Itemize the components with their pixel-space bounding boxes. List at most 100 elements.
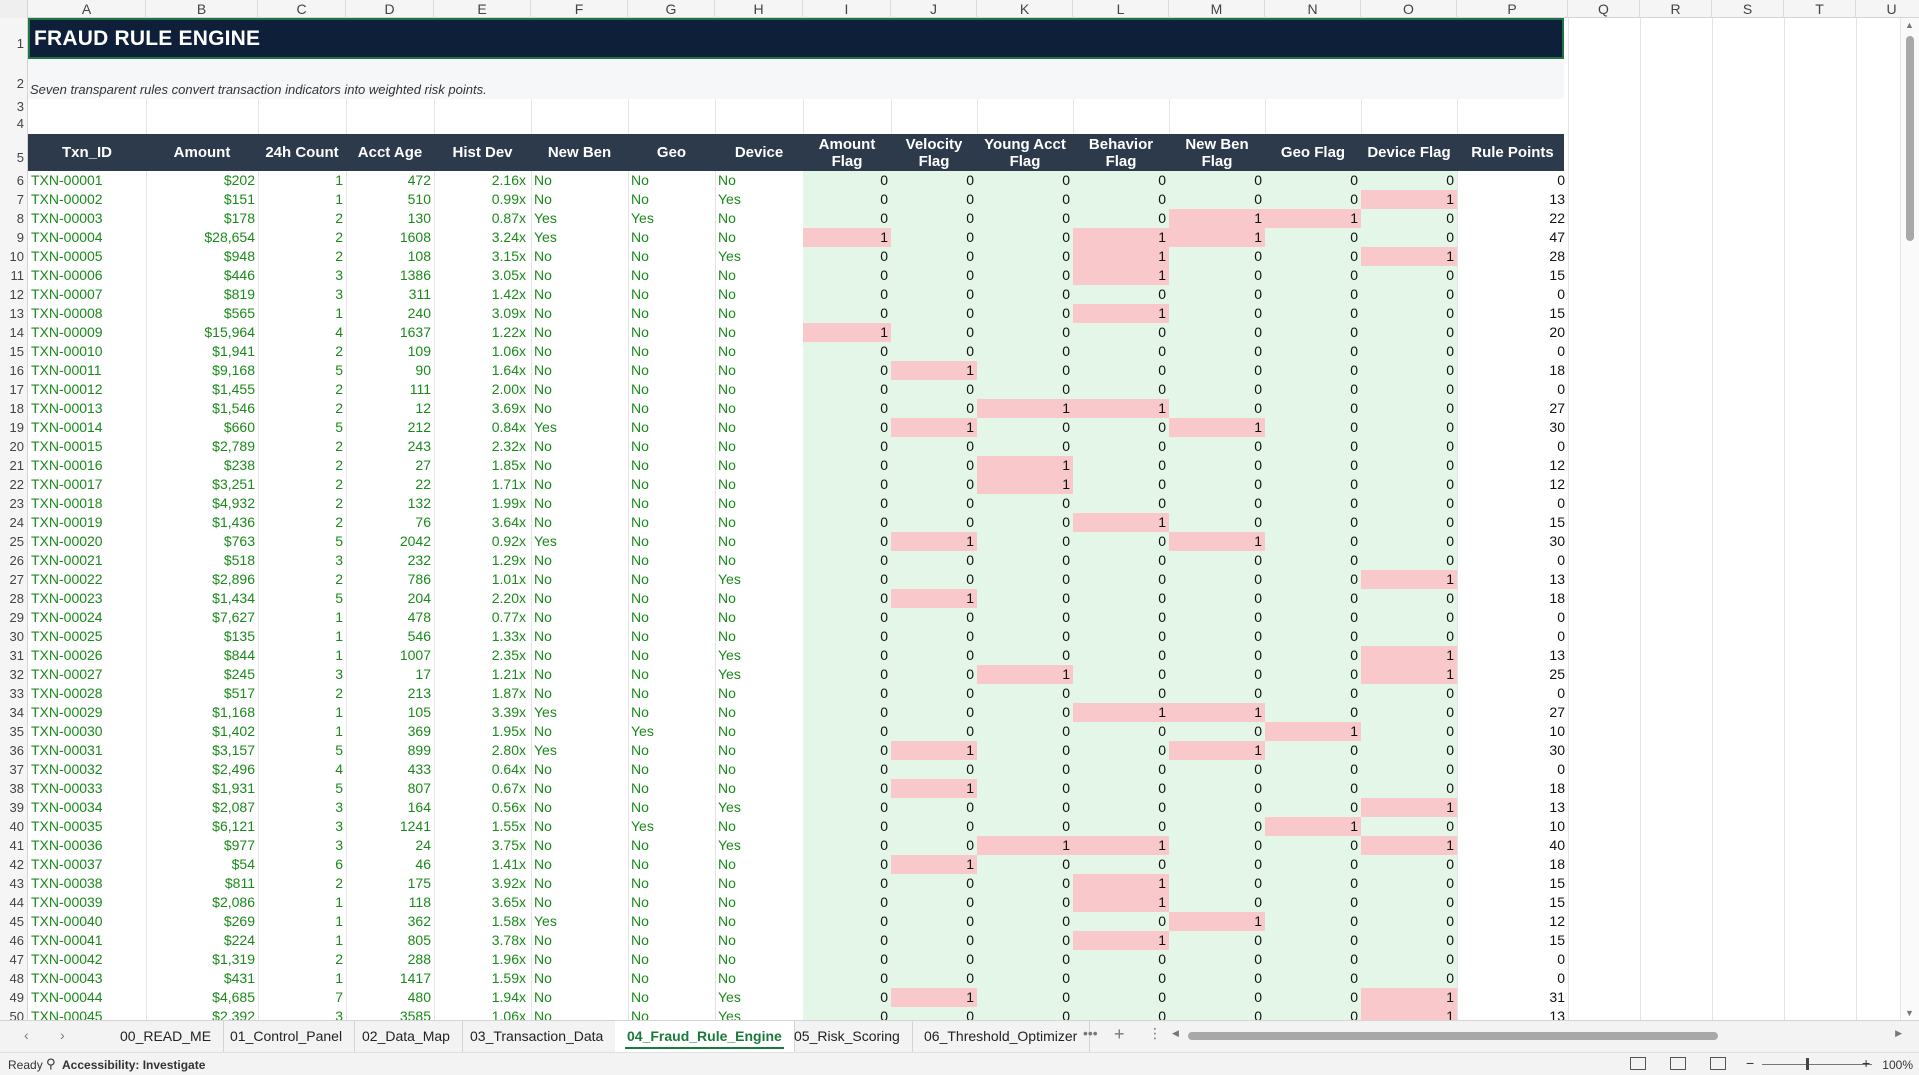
cell-new-ben[interactable]: No <box>534 590 552 606</box>
column-header-s[interactable]: S <box>1712 0 1784 18</box>
cell-hist-dev[interactable]: 2.35x <box>491 647 526 663</box>
cell-hist-dev[interactable]: 3.24x <box>491 229 526 245</box>
row-header-6[interactable]: 6 <box>16 173 24 188</box>
cell-velocity-flag[interactable]: 0 <box>891 399 977 418</box>
cell-velocity-flag[interactable]: 0 <box>891 513 977 532</box>
cell-24h-count[interactable]: 3 <box>335 799 343 815</box>
cell-new-ben[interactable]: No <box>534 1008 552 1020</box>
cell-acct-age[interactable]: 480 <box>407 989 431 1005</box>
cell-geo[interactable]: No <box>631 970 649 986</box>
cell-amount[interactable]: $431 <box>223 970 255 986</box>
cell-device[interactable]: Yes <box>718 191 741 207</box>
cell-geo-flag[interactable]: 1 <box>1265 209 1361 228</box>
cell-hist-dev[interactable]: 3.78x <box>491 932 526 948</box>
cell-txn-id[interactable]: TXN-00007 <box>31 286 103 302</box>
cell-acct-age[interactable]: 3585 <box>399 1008 431 1020</box>
sheet-menu-icon[interactable]: ⋮ <box>1148 1025 1162 1041</box>
cell-24h-count[interactable]: 2 <box>335 476 343 492</box>
cell-geo[interactable]: No <box>631 191 649 207</box>
cell-velocity-flag[interactable]: 1 <box>891 988 977 1007</box>
cell-rule-points[interactable]: 22 <box>1549 210 1565 226</box>
cell-amount[interactable]: $1,546 <box>212 400 255 416</box>
row-header-13[interactable]: 13 <box>9 306 24 321</box>
cell-device-flag[interactable]: 0 <box>1361 418 1457 437</box>
header-geo-flag[interactable]: Geo Flag <box>1280 144 1346 161</box>
cell-amount[interactable]: $28,654 <box>204 229 255 245</box>
cell-velocity-flag[interactable]: 0 <box>891 209 977 228</box>
cell-velocity-flag[interactable]: 0 <box>891 646 977 665</box>
cell-geo[interactable]: Yes <box>631 210 654 226</box>
cell-young-acct-flag[interactable]: 0 <box>977 1007 1073 1020</box>
cell-new-ben-flag[interactable]: 0 <box>1169 456 1265 475</box>
cell-rule-points[interactable]: 0 <box>1557 609 1565 625</box>
cell-new-ben[interactable]: Yes <box>534 533 557 549</box>
cell-behavior-flag[interactable]: 1 <box>1073 266 1169 285</box>
cell-24h-count[interactable]: 1 <box>335 704 343 720</box>
cell-young-acct-flag[interactable]: 0 <box>977 627 1073 646</box>
cell-amount[interactable]: $565 <box>223 305 255 321</box>
cell-24h-count[interactable]: 2 <box>335 210 343 226</box>
cell-young-acct-flag[interactable]: 0 <box>977 608 1073 627</box>
horizontal-scrollbar[interactable]: ◀ ▶ <box>1172 1028 1902 1043</box>
cell-acct-age[interactable]: 132 <box>407 495 431 511</box>
cell-new-ben-flag[interactable]: 0 <box>1169 760 1265 779</box>
cell-amount[interactable]: $9,168 <box>212 362 255 378</box>
cell-amount-flag[interactable]: 0 <box>803 190 891 209</box>
column-header-f[interactable]: F <box>531 0 628 18</box>
cell-24h-count[interactable]: 2 <box>335 381 343 397</box>
cell-amount[interactable]: $819 <box>223 286 255 302</box>
cell-velocity-flag[interactable]: 0 <box>891 798 977 817</box>
cell-behavior-flag[interactable]: 0 <box>1073 855 1169 874</box>
cell-velocity-flag[interactable]: 0 <box>891 950 977 969</box>
cell-new-ben[interactable]: No <box>534 647 552 663</box>
cell-device[interactable]: No <box>718 400 736 416</box>
cell-acct-age[interactable]: 108 <box>407 248 431 264</box>
row-header-28[interactable]: 28 <box>9 591 24 606</box>
cell-acct-age[interactable]: 807 <box>407 780 431 796</box>
cell-acct-age[interactable]: 175 <box>407 875 431 891</box>
cell-velocity-flag[interactable]: 0 <box>891 266 977 285</box>
cell-behavior-flag[interactable]: 0 <box>1073 608 1169 627</box>
row-header-31[interactable]: 31 <box>9 648 24 663</box>
cell-new-ben[interactable]: No <box>534 571 552 587</box>
cell-device-flag[interactable]: 1 <box>1361 190 1457 209</box>
cell-hist-dev[interactable]: 0.87x <box>491 210 526 226</box>
cell-24h-count[interactable]: 2 <box>335 514 343 530</box>
cell-amount-flag[interactable]: 0 <box>803 722 891 741</box>
cell-amount-flag[interactable]: 0 <box>803 171 891 190</box>
cell-young-acct-flag[interactable]: 0 <box>977 817 1073 836</box>
header-device-flag[interactable]: Device Flag <box>1367 144 1451 161</box>
cell-behavior-flag[interactable]: 0 <box>1073 456 1169 475</box>
cell-acct-age[interactable]: 1417 <box>399 970 431 986</box>
cell-geo-flag[interactable]: 0 <box>1265 380 1361 399</box>
cell-device[interactable]: No <box>718 172 736 188</box>
cell-txn-id[interactable]: TXN-00008 <box>31 305 103 321</box>
cell-geo-flag[interactable]: 0 <box>1265 285 1361 304</box>
sheet-tab-03-transaction-data[interactable]: 03_Transaction_Data <box>458 1021 617 1052</box>
cell-device-flag[interactable]: 0 <box>1361 285 1457 304</box>
cell-behavior-flag[interactable]: 0 <box>1073 209 1169 228</box>
cell-new-ben-flag[interactable]: 0 <box>1169 266 1265 285</box>
cell-txn-id[interactable]: TXN-00009 <box>31 324 103 340</box>
cell-acct-age[interactable]: 546 <box>407 628 431 644</box>
cell-acct-age[interactable]: 130 <box>407 210 431 226</box>
cell-amount[interactable]: $4,685 <box>212 989 255 1005</box>
cell-hist-dev[interactable]: 1.01x <box>491 571 526 587</box>
cell-24h-count[interactable]: 5 <box>335 780 343 796</box>
cell-txn-id[interactable]: TXN-00026 <box>31 647 103 663</box>
cell-hist-dev[interactable]: 0.99x <box>491 191 526 207</box>
cell-rule-points[interactable]: 13 <box>1549 571 1565 587</box>
cell-hist-dev[interactable]: 3.39x <box>491 704 526 720</box>
cell-24h-count[interactable]: 2 <box>335 229 343 245</box>
cell-young-acct-flag[interactable]: 0 <box>977 684 1073 703</box>
cell-hist-dev[interactable]: 0.56x <box>491 799 526 815</box>
cell-amount[interactable]: $518 <box>223 552 255 568</box>
cell-young-acct-flag[interactable]: 0 <box>977 551 1073 570</box>
row-header-41[interactable]: 41 <box>9 838 24 853</box>
cell-device[interactable]: No <box>718 457 736 473</box>
cell-amount[interactable]: $202 <box>223 172 255 188</box>
cell-geo-flag[interactable]: 0 <box>1265 760 1361 779</box>
cell-young-acct-flag[interactable]: 0 <box>977 779 1073 798</box>
cell-new-ben[interactable]: Yes <box>534 704 557 720</box>
row-header-42[interactable]: 42 <box>9 857 24 872</box>
